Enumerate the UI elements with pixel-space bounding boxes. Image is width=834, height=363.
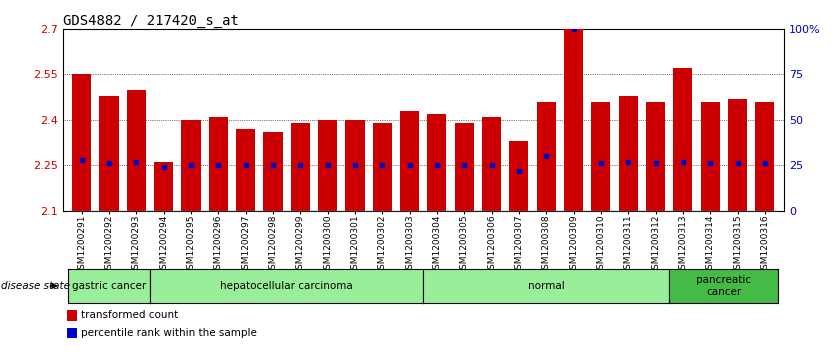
- Bar: [182, 120, 200, 211]
- Text: gastric cancer: gastric cancer: [72, 281, 146, 291]
- Bar: [536, 102, 555, 211]
- Bar: [208, 117, 228, 211]
- Bar: [99, 95, 118, 211]
- Bar: [482, 117, 501, 211]
- Bar: [510, 141, 529, 211]
- Bar: [400, 111, 420, 211]
- Bar: [345, 120, 364, 211]
- Bar: [673, 68, 692, 211]
- Bar: [127, 90, 146, 211]
- Bar: [455, 123, 474, 211]
- Bar: [591, 102, 610, 211]
- Bar: [154, 162, 173, 211]
- Bar: [701, 102, 720, 211]
- Text: pancreatic
cancer: pancreatic cancer: [696, 275, 751, 297]
- Bar: [72, 74, 91, 211]
- Bar: [427, 114, 446, 211]
- Bar: [236, 129, 255, 211]
- Text: transformed count: transformed count: [81, 310, 178, 320]
- Bar: [318, 120, 337, 211]
- Bar: [619, 95, 638, 211]
- Text: disease state: disease state: [1, 281, 70, 291]
- Text: normal: normal: [528, 281, 565, 291]
- Bar: [564, 29, 583, 211]
- Bar: [728, 99, 747, 211]
- Text: hepatocellular carcinoma: hepatocellular carcinoma: [220, 281, 353, 291]
- Text: GDS4882 / 217420_s_at: GDS4882 / 217420_s_at: [63, 14, 239, 28]
- Bar: [264, 132, 283, 211]
- Bar: [646, 102, 665, 211]
- Text: percentile rank within the sample: percentile rank within the sample: [81, 327, 257, 338]
- Bar: [373, 123, 392, 211]
- Bar: [291, 123, 310, 211]
- Bar: [756, 102, 775, 211]
